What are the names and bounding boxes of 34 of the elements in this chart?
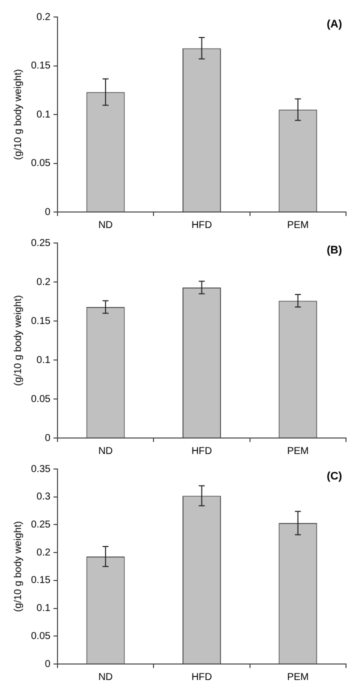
x-tick-label: HFD [191,220,212,231]
y-tick-label: 0.2 [36,12,51,23]
y-tick-label: 0.2 [36,276,51,288]
annotation: (B) [326,244,342,257]
x-tick-label: PEM [287,446,309,457]
y-axis-title: (g/10 g body weight) [12,521,24,612]
y-tick-label: 0 [44,658,51,670]
y-tick-label: 0.1 [36,109,51,120]
y-axis-title: (g/10 g body weight) [12,295,24,386]
y-tick-label: 0.3 [36,492,51,503]
y-tick-label: 0.15 [30,575,51,586]
y-tick-label: 0.1 [36,354,51,366]
x-tick-label: ND [98,220,113,231]
y-tick-label: 0.05 [30,158,51,169]
y-tick-label: 0 [44,206,51,218]
y-axis-title: (g/10 g body weight) [12,69,24,160]
y-tick-label: 0 [44,432,51,444]
y-tick-label: 0.15 [30,60,51,72]
x-tick-label: ND [98,446,113,457]
y-tick-label: 0.25 [30,519,51,530]
x-tick-label: ND [98,672,113,683]
y-tick-label: 0.15 [30,316,51,327]
x-tick-label: HFD [191,672,212,683]
annotation: (A) [326,18,342,31]
y-tick-label: 0.25 [30,238,51,249]
y-tick-label: 0.2 [36,547,51,558]
y-tick-label: 0.05 [30,394,51,405]
x-tick-label: PEM [287,220,309,231]
y-tick-label: 0.05 [30,630,51,642]
x-tick-label: HFD [191,446,212,457]
x-tick-label: PEM [287,672,309,683]
y-tick-label: 0.35 [30,464,51,475]
annotation: (C) [326,470,342,483]
y-tick-label: 0.1 [36,603,51,614]
